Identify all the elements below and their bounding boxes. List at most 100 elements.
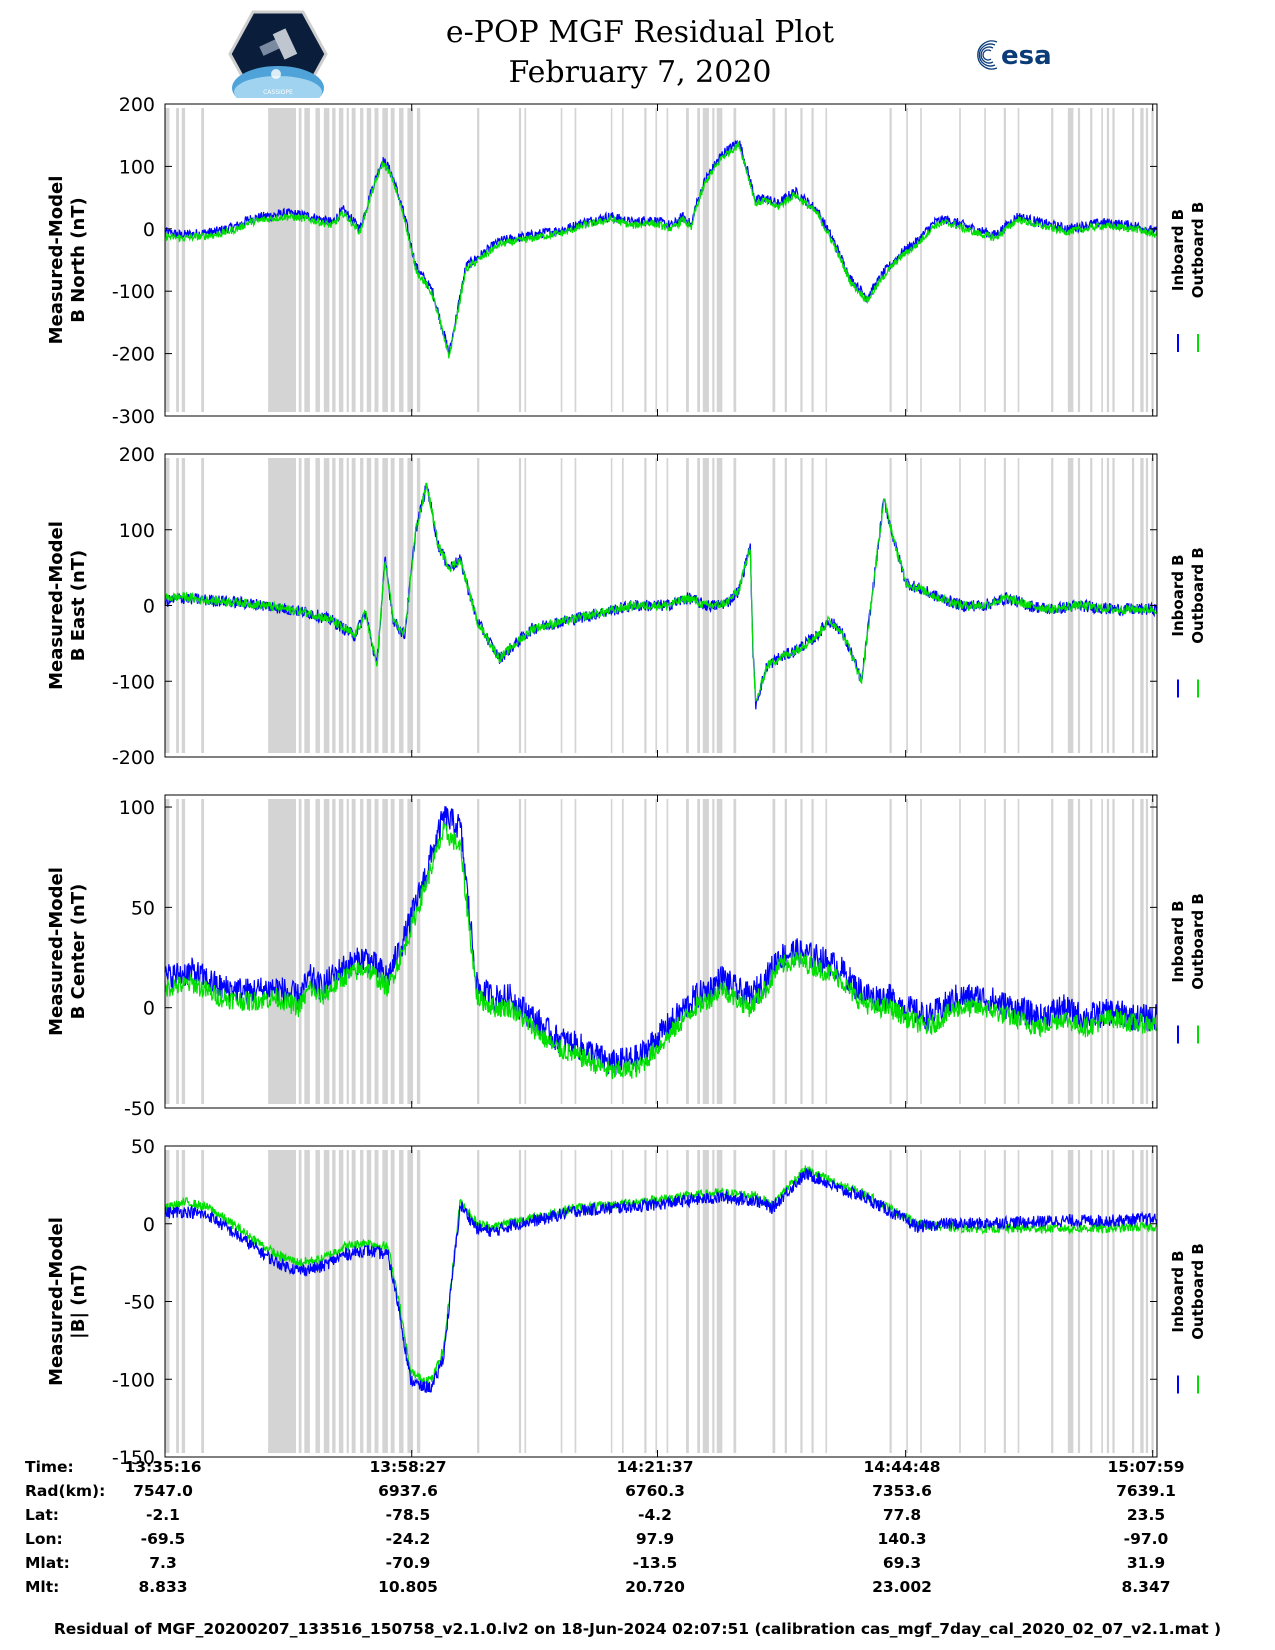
data-gap-band	[825, 458, 828, 753]
data-gap-band	[712, 1150, 715, 1453]
data-gap-band	[1112, 458, 1115, 753]
info-mlt: 23.002	[872, 1578, 932, 1596]
data-gap-band	[702, 1150, 709, 1453]
data-gap-band	[1051, 108, 1054, 412]
data-gap-band	[1003, 799, 1006, 1104]
info-rad: 6937.6	[378, 1482, 438, 1500]
data-gap-band	[1106, 108, 1110, 412]
info-mlat: 7.3	[149, 1554, 177, 1572]
data-gap-band	[374, 108, 379, 412]
chart-title-line2: February 7, 2020	[508, 55, 772, 90]
data-gap-band	[920, 108, 922, 412]
data-gap-band	[574, 1150, 577, 1453]
data-gap-band	[176, 799, 179, 1104]
data-gap-band	[332, 108, 336, 412]
data-gap-band	[351, 108, 356, 412]
y-axis-label-line2: B East (nT)	[68, 550, 89, 662]
data-gap-band	[338, 1150, 344, 1453]
data-gap-band	[889, 1150, 892, 1453]
data-gap-band	[1145, 799, 1149, 1104]
legend-label-outboard: Outboard B	[1189, 202, 1207, 299]
data-gap-band	[332, 1150, 336, 1453]
panel-1: 200 100 0 -100 -200 -300 Measured-ModelB North…	[46, 94, 1207, 428]
y-axis-label: Measured-ModelB Center (nT)	[46, 867, 89, 1036]
info-time: 15:07:59	[1107, 1458, 1185, 1476]
data-gap-band	[407, 1150, 413, 1453]
data-gap-band	[784, 799, 787, 1104]
data-gap-band	[390, 108, 395, 412]
y-axis-label-line1: Measured-Model	[46, 1217, 67, 1386]
data-gap-band	[984, 108, 986, 412]
data-gap-band	[800, 1150, 803, 1453]
data-gap-band	[338, 458, 344, 753]
data-gap-band	[1101, 458, 1103, 753]
y-tick-label: 200	[119, 94, 155, 116]
data-gap-band	[304, 799, 310, 1104]
data-gap-band	[574, 108, 577, 412]
info-lat: -78.5	[385, 1506, 431, 1524]
data-gap-band	[1017, 108, 1020, 412]
data-gap-band	[1151, 799, 1154, 1104]
legend: Inboard B Outboard B	[1169, 1243, 1207, 1394]
data-gap-band	[697, 799, 701, 1104]
data-gap-band	[697, 1150, 701, 1453]
svg-text:CASSIOPE: CASSIOPE	[263, 89, 293, 96]
data-gap-band	[906, 108, 908, 412]
data-gap-band	[716, 1150, 723, 1453]
legend: Inboard B Outboard B	[1169, 202, 1207, 352]
data-gap-band	[621, 799, 624, 1104]
data-gap-band	[268, 799, 296, 1104]
legend-label-outboard: Outboard B	[1189, 893, 1207, 990]
legend-label-inboard: Inboard B	[1169, 209, 1187, 291]
data-gap-band	[574, 458, 577, 753]
data-gap-band	[1151, 108, 1154, 412]
data-gap-band	[889, 108, 892, 412]
data-gap-band	[304, 458, 310, 753]
data-gap-band	[304, 1150, 310, 1453]
data-gap-band	[176, 1150, 179, 1453]
data-gap-band	[984, 1150, 986, 1453]
data-gap-band	[360, 108, 364, 412]
data-gap-band	[574, 799, 577, 1104]
data-gap-band	[621, 108, 624, 412]
data-gap-band	[560, 1150, 563, 1453]
data-gap-band	[315, 458, 320, 753]
chart-title-line1: e-POP MGF Residual Plot	[445, 15, 835, 50]
data-gap-band	[906, 799, 908, 1104]
data-gap-band	[1145, 108, 1149, 412]
data-gap-band	[382, 799, 388, 1104]
data-gap-band	[1140, 108, 1144, 412]
info-lon: -97.0	[1123, 1530, 1169, 1548]
data-gap-band	[315, 799, 320, 1104]
data-gap-band	[382, 108, 388, 412]
y-tick-label: -300	[112, 406, 155, 428]
data-gap-band	[346, 108, 349, 412]
data-gap-band	[716, 799, 723, 1104]
data-gap-band	[784, 108, 787, 412]
data-gap-band	[1077, 108, 1081, 412]
data-gap-band	[518, 799, 522, 1104]
legend-label-outboard: Outboard B	[1189, 547, 1207, 644]
info-time: 14:44:48	[863, 1458, 941, 1476]
data-gap-band	[323, 799, 330, 1104]
info-rad: 6760.3	[625, 1482, 685, 1500]
series-line-outboard-b	[164, 141, 1158, 359]
info-lat: -4.2	[638, 1506, 672, 1524]
data-gap-band	[323, 108, 330, 412]
data-gap-band	[1145, 1150, 1149, 1453]
data-gap-band	[716, 108, 723, 412]
data-gap-band	[176, 108, 179, 412]
data-gap-band	[811, 799, 814, 1104]
data-gap-band	[712, 108, 715, 412]
y-axis-label-line2: |B| (nT)	[68, 1264, 89, 1339]
cassiope-logo: CASSIOPE	[228, 10, 328, 98]
footer-caption: Residual of MGF_20200207_133516_150758_v…	[53, 1620, 1222, 1638]
data-gap-band	[1003, 1150, 1006, 1453]
data-gap-band	[315, 108, 320, 412]
data-gap-band	[655, 799, 658, 1104]
data-gap-band	[298, 1150, 302, 1453]
data-gap-band	[268, 108, 296, 412]
y-tick-label: 100	[119, 797, 155, 819]
data-gap-band	[351, 1150, 356, 1453]
info-rad: 7547.0	[133, 1482, 193, 1500]
